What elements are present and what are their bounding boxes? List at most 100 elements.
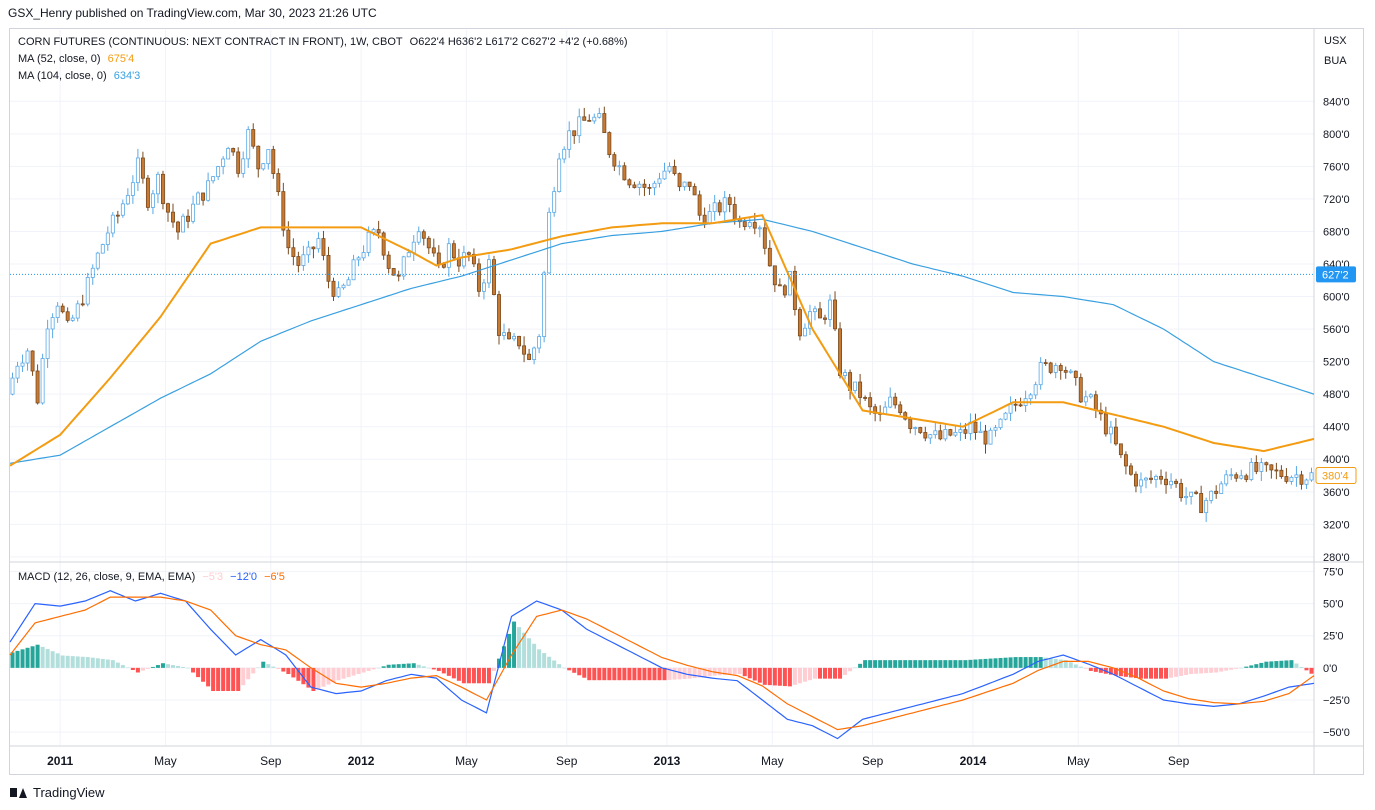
candle-body	[1214, 490, 1219, 494]
candle-body	[371, 229, 376, 233]
macd-histogram-bar	[80, 656, 85, 668]
candle-body	[928, 434, 933, 439]
macd-histogram-bar	[772, 667, 777, 686]
legend-symbol: CORN FUTURES (CONTINUOUS: NEXT CONTRACT …	[18, 36, 403, 48]
time-tick-label: May	[1067, 754, 1090, 768]
candle-body	[782, 285, 787, 296]
ma52-line	[9, 214, 1315, 467]
candle-body	[502, 332, 506, 336]
candle-body	[627, 179, 632, 186]
candle-body	[1269, 464, 1274, 471]
candle-body	[1259, 462, 1264, 472]
price-tick-label: 400'0	[1323, 454, 1350, 466]
candle-body	[868, 397, 873, 408]
candle-body	[351, 259, 356, 281]
macd-histogram-bar	[667, 667, 672, 680]
candle-body	[130, 182, 135, 196]
macd-histogram-bar	[1088, 667, 1093, 671]
candle-body	[677, 173, 682, 188]
macd-histogram-bar	[356, 667, 361, 675]
macd-histogram-bar	[1128, 667, 1133, 678]
legend-main: CORN FUTURES (CONTINUOUS: NEXT CONTRACT …	[18, 36, 632, 48]
candle-body	[717, 202, 722, 213]
macd-histogram-bar	[40, 646, 45, 668]
time-tick-label: Sep	[862, 754, 884, 768]
macd-histogram-bar	[1113, 667, 1118, 676]
macd-histogram-bar	[853, 667, 858, 669]
macd-histogram-bar	[1244, 666, 1249, 668]
macd-histogram-bar	[873, 660, 878, 668]
macd-histogram-bar	[692, 667, 697, 679]
macd-histogram-bar	[782, 667, 787, 687]
macd-histogram-bar	[261, 661, 266, 668]
ma104-value: 634'3	[113, 70, 141, 82]
macd-histogram-bar	[10, 652, 15, 668]
macd-histogram-bar	[206, 667, 211, 687]
macd-histogram-bar	[150, 666, 155, 668]
macd-histogram-bar	[1199, 667, 1204, 674]
candle-body	[632, 184, 637, 188]
candle-body	[441, 263, 446, 268]
candle-body	[336, 287, 341, 297]
candle-body	[712, 202, 717, 212]
macd-histogram-bar	[933, 660, 938, 668]
macd-histogram-bar	[286, 667, 291, 675]
macd-histogram-bar	[1154, 667, 1159, 679]
macd-histogram-bar	[1224, 667, 1229, 671]
candle-body	[401, 256, 406, 277]
macd-histogram-bar	[572, 667, 577, 673]
macd-histogram-bar	[301, 667, 306, 685]
macd-histogram-bar	[512, 621, 517, 668]
candle-body	[607, 132, 612, 156]
macd-histogram-bar	[903, 660, 908, 668]
macd-label: MACD (12, 26, close, 9, EMA, EMA)	[18, 571, 196, 583]
macd-histogram-bar	[1078, 666, 1083, 668]
macd-histogram-bar	[602, 667, 607, 681]
candle-body	[471, 253, 476, 265]
macd-histogram-bar	[155, 665, 160, 668]
candle-body	[1274, 469, 1279, 472]
candle-body	[1219, 483, 1224, 494]
price-tick-label: 480'0	[1323, 389, 1350, 401]
macd-histogram-bar	[386, 664, 391, 668]
macd-histogram-bar	[1274, 661, 1279, 668]
candle-body	[1058, 365, 1063, 371]
macd-histogram-bar	[306, 667, 311, 688]
macd-histogram-bar	[55, 653, 60, 668]
macd-histogram-bar	[838, 667, 843, 679]
macd-histogram-bar	[281, 667, 286, 672]
macd-histogram-bar	[1309, 667, 1314, 674]
candle-body	[145, 177, 150, 208]
candle-body	[346, 279, 351, 286]
macd-histogram-bar	[1189, 667, 1194, 675]
macd-histogram-bar	[652, 667, 657, 681]
candle-body	[577, 116, 582, 137]
macd-histogram-bar	[1239, 667, 1244, 669]
macd-histogram-bar	[351, 667, 356, 676]
time-tick-label: Sep	[260, 754, 282, 768]
time-tick-label: May	[455, 754, 478, 768]
candle-body	[461, 252, 466, 267]
macd-histogram-bar	[391, 664, 396, 668]
candle-body	[1294, 474, 1299, 478]
footer-brand[interactable]: TradingView	[10, 785, 105, 800]
candle-body	[938, 430, 943, 440]
candle-body	[406, 252, 411, 258]
macd-histogram-bar	[1184, 667, 1189, 675]
legend-ma52: MA (52, close, 0) 675'4	[18, 53, 138, 65]
macd-histogram-bar	[15, 650, 20, 668]
macd-histogram-bar	[1053, 658, 1058, 668]
macd-histogram-bar	[201, 667, 206, 682]
candle-body	[542, 272, 547, 337]
candle-body	[411, 241, 416, 254]
candle-body	[1003, 412, 1008, 420]
macd-histogram-bar	[577, 667, 582, 676]
candle-body	[732, 204, 737, 220]
macd-histogram-bar	[20, 649, 25, 668]
candle-body	[206, 180, 211, 201]
macd-histogram-bar	[85, 657, 90, 668]
macd-histogram-bar	[777, 667, 782, 686]
macd-histogram-bar	[491, 667, 496, 671]
candle-body	[838, 328, 843, 376]
